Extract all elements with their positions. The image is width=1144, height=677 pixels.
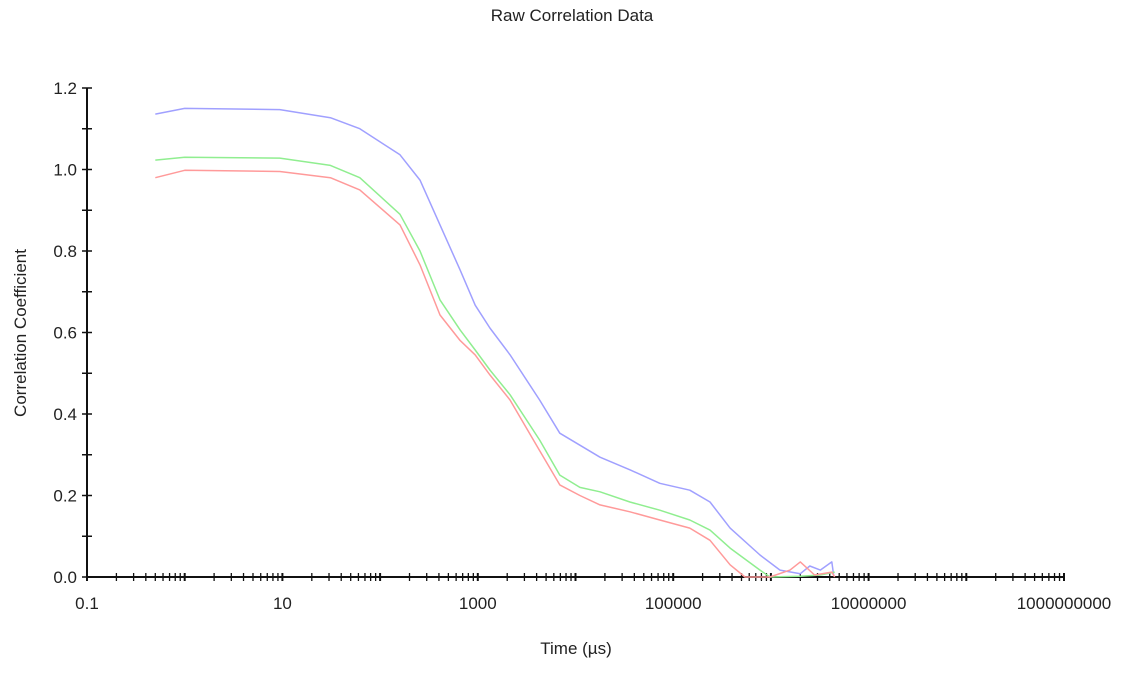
- y-tick-label: 0.2: [53, 487, 77, 506]
- y-tick-label: 0.0: [53, 568, 77, 587]
- y-tick-label: 0.8: [53, 242, 77, 261]
- x-tick-label: 100000: [645, 594, 702, 613]
- y-tick-label: 1.2: [53, 79, 77, 98]
- x-tick-label: 10: [273, 594, 292, 613]
- x-tick-label: 1000: [459, 594, 497, 613]
- y-tick-label: 0.6: [53, 324, 77, 343]
- x-tick-label: 0.1: [75, 594, 99, 613]
- x-tick-label: 10000000: [831, 594, 907, 613]
- y-tick-label: 1.0: [53, 161, 77, 180]
- series-lines: [155, 107, 836, 578]
- chart-title: Raw Correlation Data: [490, 6, 654, 25]
- series-line-blue: [155, 107, 835, 577]
- y-tick-label: 0.4: [53, 405, 77, 424]
- series-line-red: [155, 169, 836, 578]
- axes: 0.1 10 1000 100000 10000000 1000000000 0.0 0.2 0…: [53, 79, 1111, 613]
- series-line-green: [155, 156, 835, 578]
- y-axis-label: Correlation Coefficient: [11, 249, 30, 417]
- x-tick-label: 1000000000: [1017, 594, 1112, 613]
- x-axis-label: Time (µs): [540, 639, 612, 658]
